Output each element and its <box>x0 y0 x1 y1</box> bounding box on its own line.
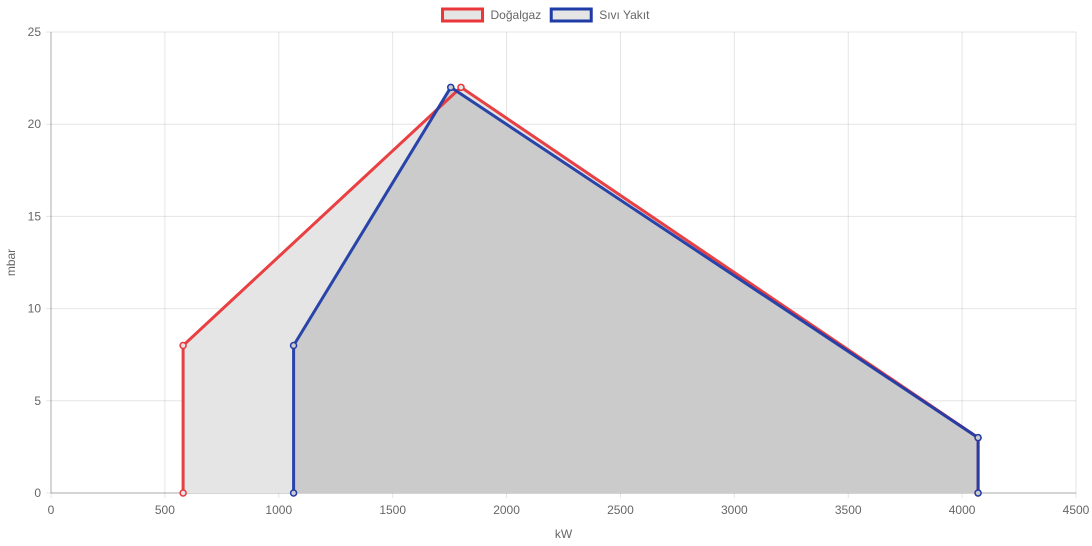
x-tick-label: 4500 <box>1063 503 1090 517</box>
data-point[interactable] <box>179 341 187 350</box>
y-tick-label: 5 <box>34 394 41 408</box>
legend-item-0[interactable]: Doğalgaz <box>441 7 542 23</box>
series-areas <box>183 87 979 494</box>
data-point[interactable] <box>289 341 298 350</box>
data-point[interactable] <box>179 489 187 497</box>
data-point[interactable] <box>974 489 982 497</box>
x-tick-label: 1500 <box>379 503 406 517</box>
y-tick-label: 25 <box>28 25 42 39</box>
y-axis-title: mbar <box>4 249 18 276</box>
legend-swatch-0[interactable] <box>441 7 485 23</box>
legend-label-1[interactable]: Sıvı Yakıt <box>599 8 650 22</box>
data-point[interactable] <box>447 83 455 92</box>
data-point[interactable] <box>457 83 465 92</box>
tick-labels: 0 500 1000 1500 2000 2500 3000 3500 4000 4500 0 5 10… <box>28 25 1090 517</box>
x-tick-label: 3500 <box>835 503 862 517</box>
legend-swatch-1[interactable] <box>549 7 593 23</box>
series-points <box>179 83 982 497</box>
x-tick-label: 3000 <box>721 503 748 517</box>
y-tick-label: 0 <box>34 486 41 500</box>
x-tick-label: 4000 <box>949 503 976 517</box>
x-tick-label: 2000 <box>493 503 520 517</box>
x-tick-label: 500 <box>155 503 175 517</box>
y-tick-label: 15 <box>28 209 42 223</box>
y-tick-label: 10 <box>28 302 42 316</box>
legend[interactable]: Doğalgaz Sıvı Yakıt <box>441 7 651 23</box>
legend-item-1[interactable]: Sıvı Yakıt <box>549 7 650 23</box>
data-point[interactable] <box>289 489 298 497</box>
data-point[interactable] <box>974 433 982 442</box>
legend-label-0[interactable]: Doğalgaz <box>491 8 542 22</box>
x-tick-label: 2500 <box>607 503 634 517</box>
y-tick-label: 20 <box>28 117 42 131</box>
series-area-1 <box>293 87 979 494</box>
x-tick-label: 1000 <box>265 503 292 517</box>
x-axis-title: kW <box>555 527 573 541</box>
x-tick-label: 0 <box>48 503 55 517</box>
